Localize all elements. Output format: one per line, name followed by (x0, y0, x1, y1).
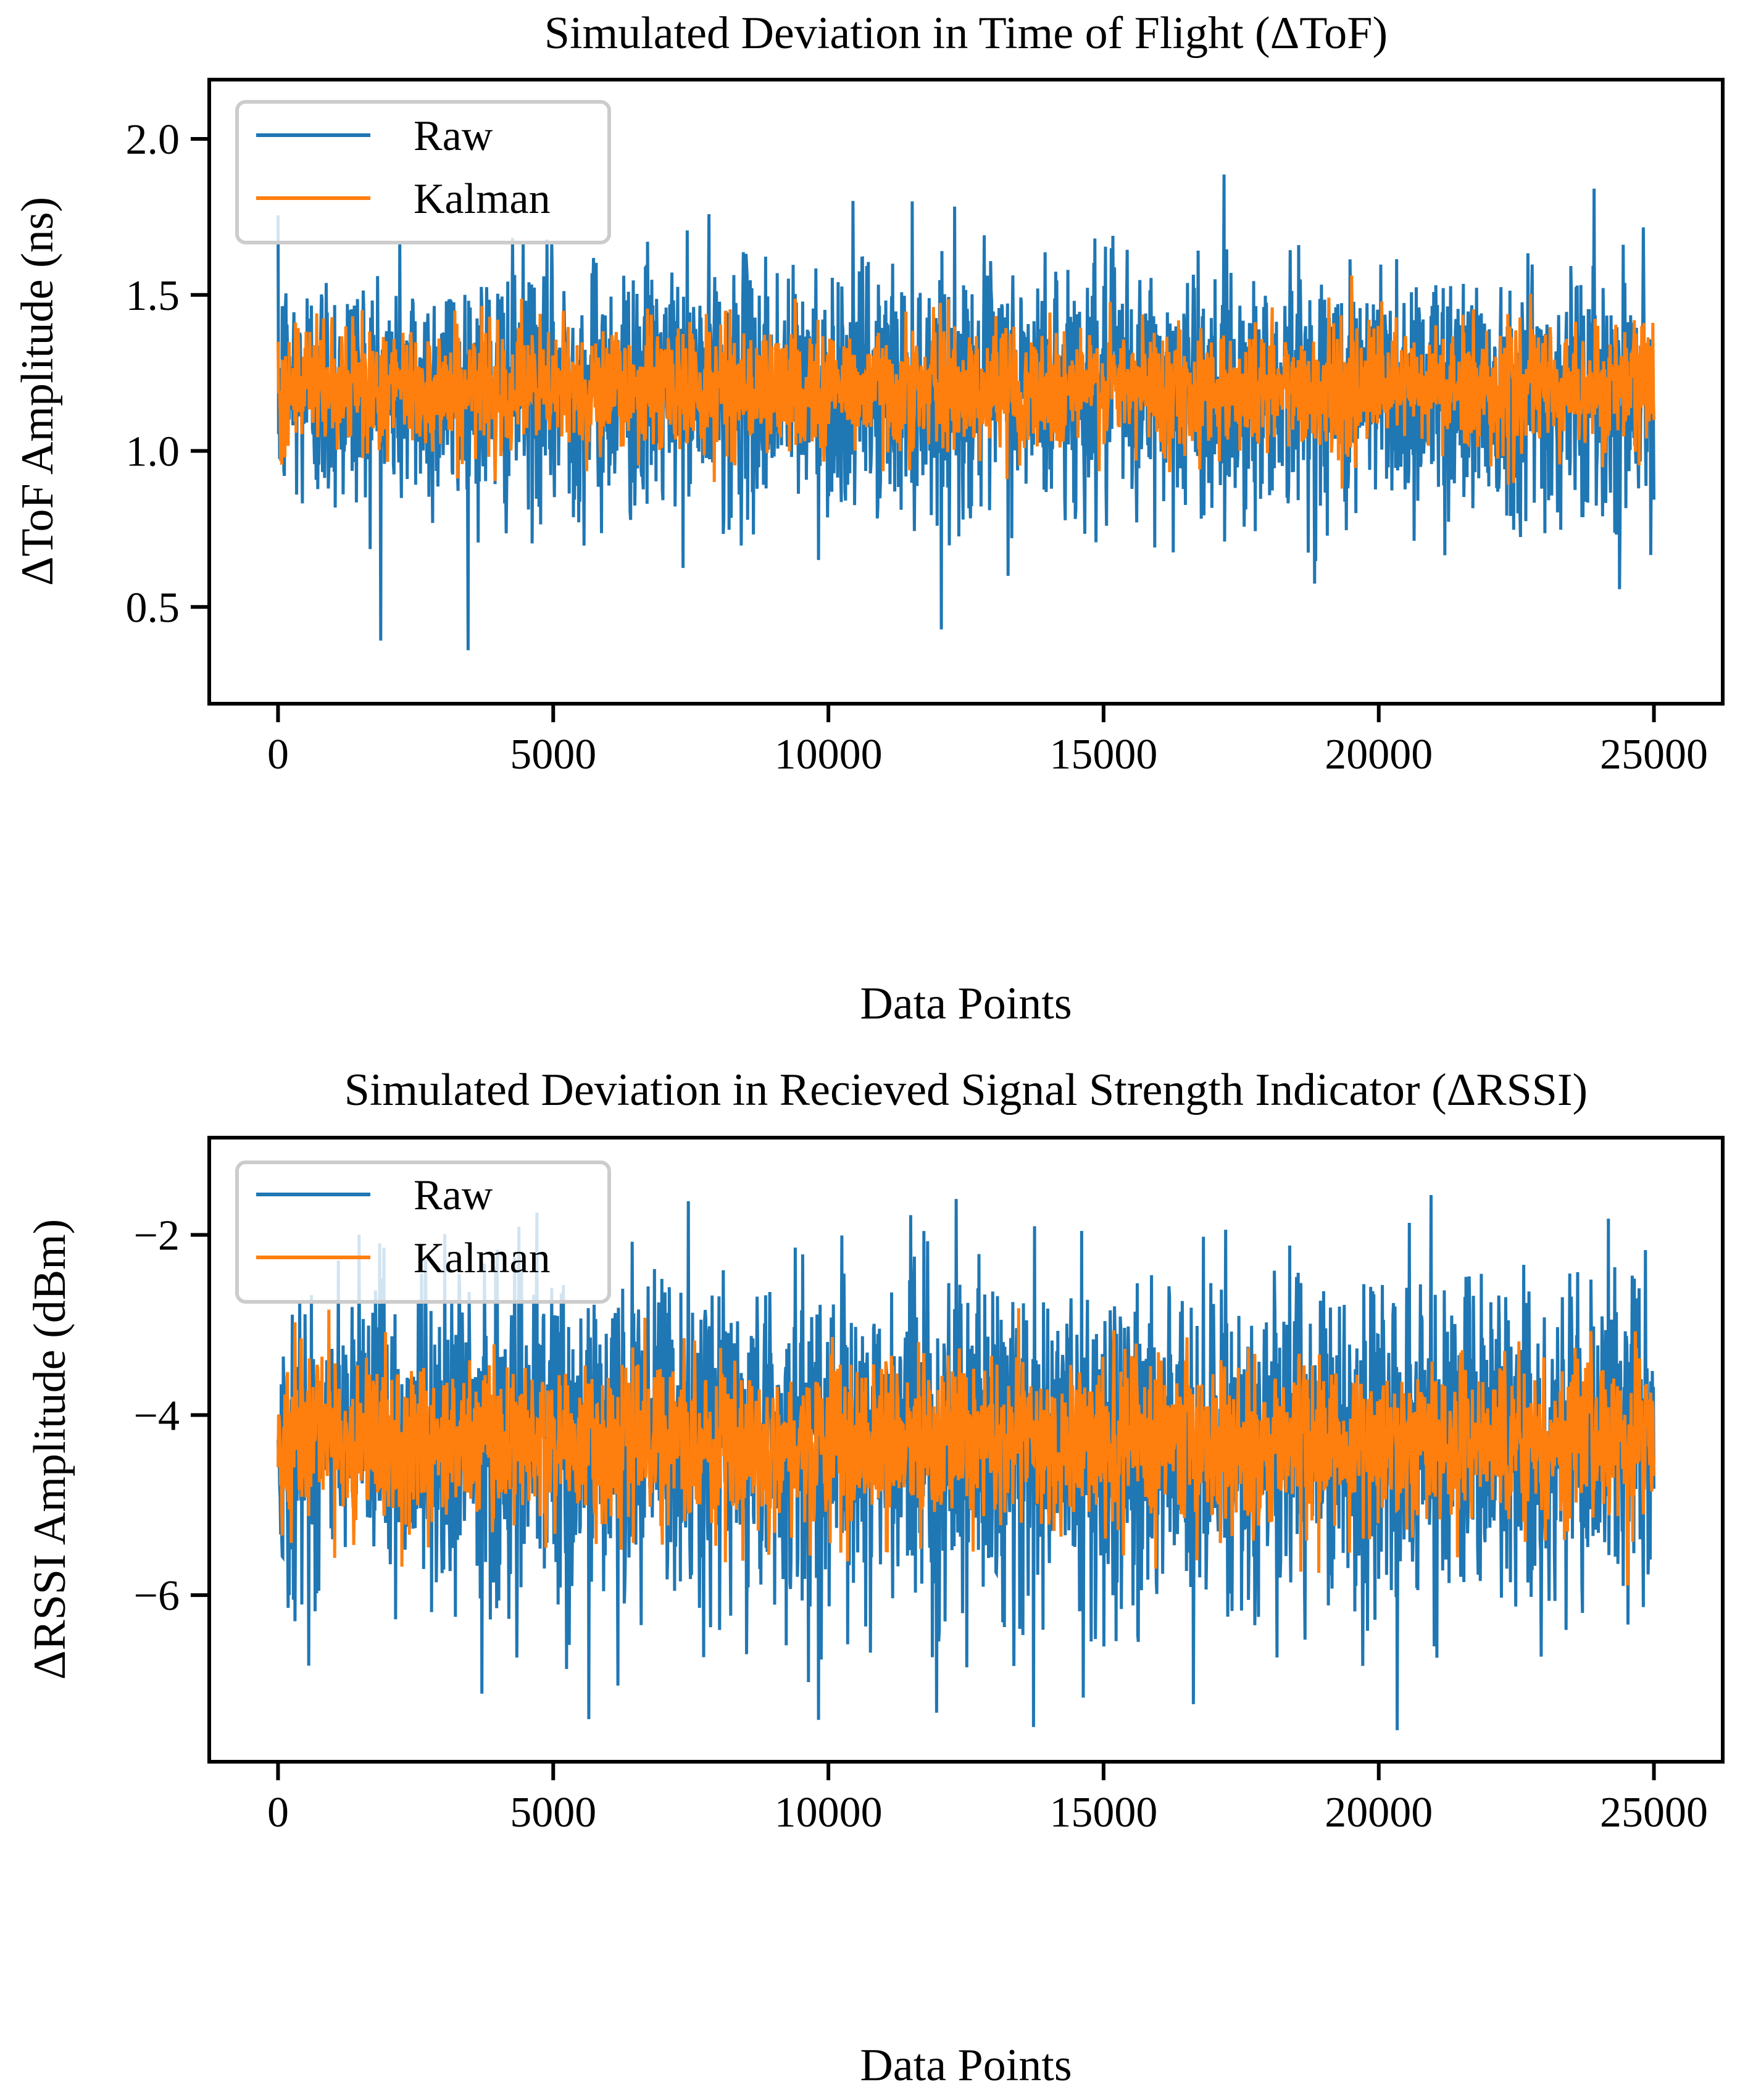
tof-y-tick-label: 1.5 (126, 272, 180, 320)
rssi-chart-title: Simulated Deviation in Recieved Signal S… (344, 1065, 1588, 1115)
tof-legend: Raw Kalman (235, 100, 611, 244)
rssi-legend: Raw Kalman (235, 1160, 611, 1304)
rssi-chart: Simulated Deviation in Recieved Signal S… (25, 1065, 1725, 2091)
rssi-x-tick-label: 5000 (510, 1789, 596, 1836)
rssi-x-tick-label: 20000 (1325, 1789, 1433, 1836)
rssi-series-kalman-line (277, 1308, 1655, 1586)
tof-x-tick-label: 25000 (1600, 731, 1708, 778)
tof-x-tick-label: 15000 (1049, 731, 1157, 778)
rssi-x-tick-label: 25000 (1600, 1789, 1708, 1836)
rssi-y-tick-label: −6 (134, 1572, 180, 1620)
rssi-legend-kalman-label: Kalman (414, 1235, 551, 1282)
rssi-plot-area: 0 5000 10000 15000 20000 25000 −6 −4 −2 (134, 1136, 1725, 1836)
rssi-axes-frame (207, 1136, 1725, 1764)
tof-y-tick-label: 0.5 (126, 584, 180, 631)
tof-legend-raw-label: Raw (414, 112, 493, 160)
rssi-x-tick-label: 15000 (1049, 1789, 1157, 1836)
tof-x-tick-label: 0 (267, 731, 289, 778)
rssi-y-axis-label: ΔRSSI Amplitude (dBm) (25, 1219, 75, 1680)
tof-x-tick-label: 10000 (775, 731, 883, 778)
tof-chart-title: Simulated Deviation in Time of Flight (Δ… (544, 8, 1388, 59)
rssi-y-tick-label: −2 (134, 1212, 180, 1260)
rssi-legend-raw-label: Raw (414, 1172, 493, 1219)
rssi-legend-box (235, 1160, 611, 1304)
tof-y-tick-label: 2.0 (126, 116, 180, 164)
rssi-x-tick-label: 10000 (775, 1789, 883, 1836)
tof-x-tick-label: 5000 (510, 731, 596, 778)
tof-series-kalman-line (277, 275, 1655, 489)
tof-x-tick-label: 20000 (1325, 731, 1433, 778)
tof-y-axis-label: ΔToF Amplitude (ns) (12, 197, 63, 586)
tof-chart: Simulated Deviation in Time of Flight (Δ… (12, 8, 1725, 1029)
rssi-y-tick-label: −4 (134, 1392, 180, 1440)
tof-legend-kalman-label: Kalman (414, 175, 551, 223)
tof-plot-area: 0 5000 10000 15000 20000 25000 0.5 1.0 1.5 2.0 (126, 78, 1725, 778)
rssi-x-tick-label: 0 (267, 1789, 289, 1836)
rssi-x-axis-label: Data Points (860, 2040, 1072, 2091)
tof-y-tick-label: 1.0 (126, 428, 180, 476)
tof-x-axis-label: Data Points (860, 978, 1072, 1029)
tof-axes-frame (207, 78, 1725, 706)
